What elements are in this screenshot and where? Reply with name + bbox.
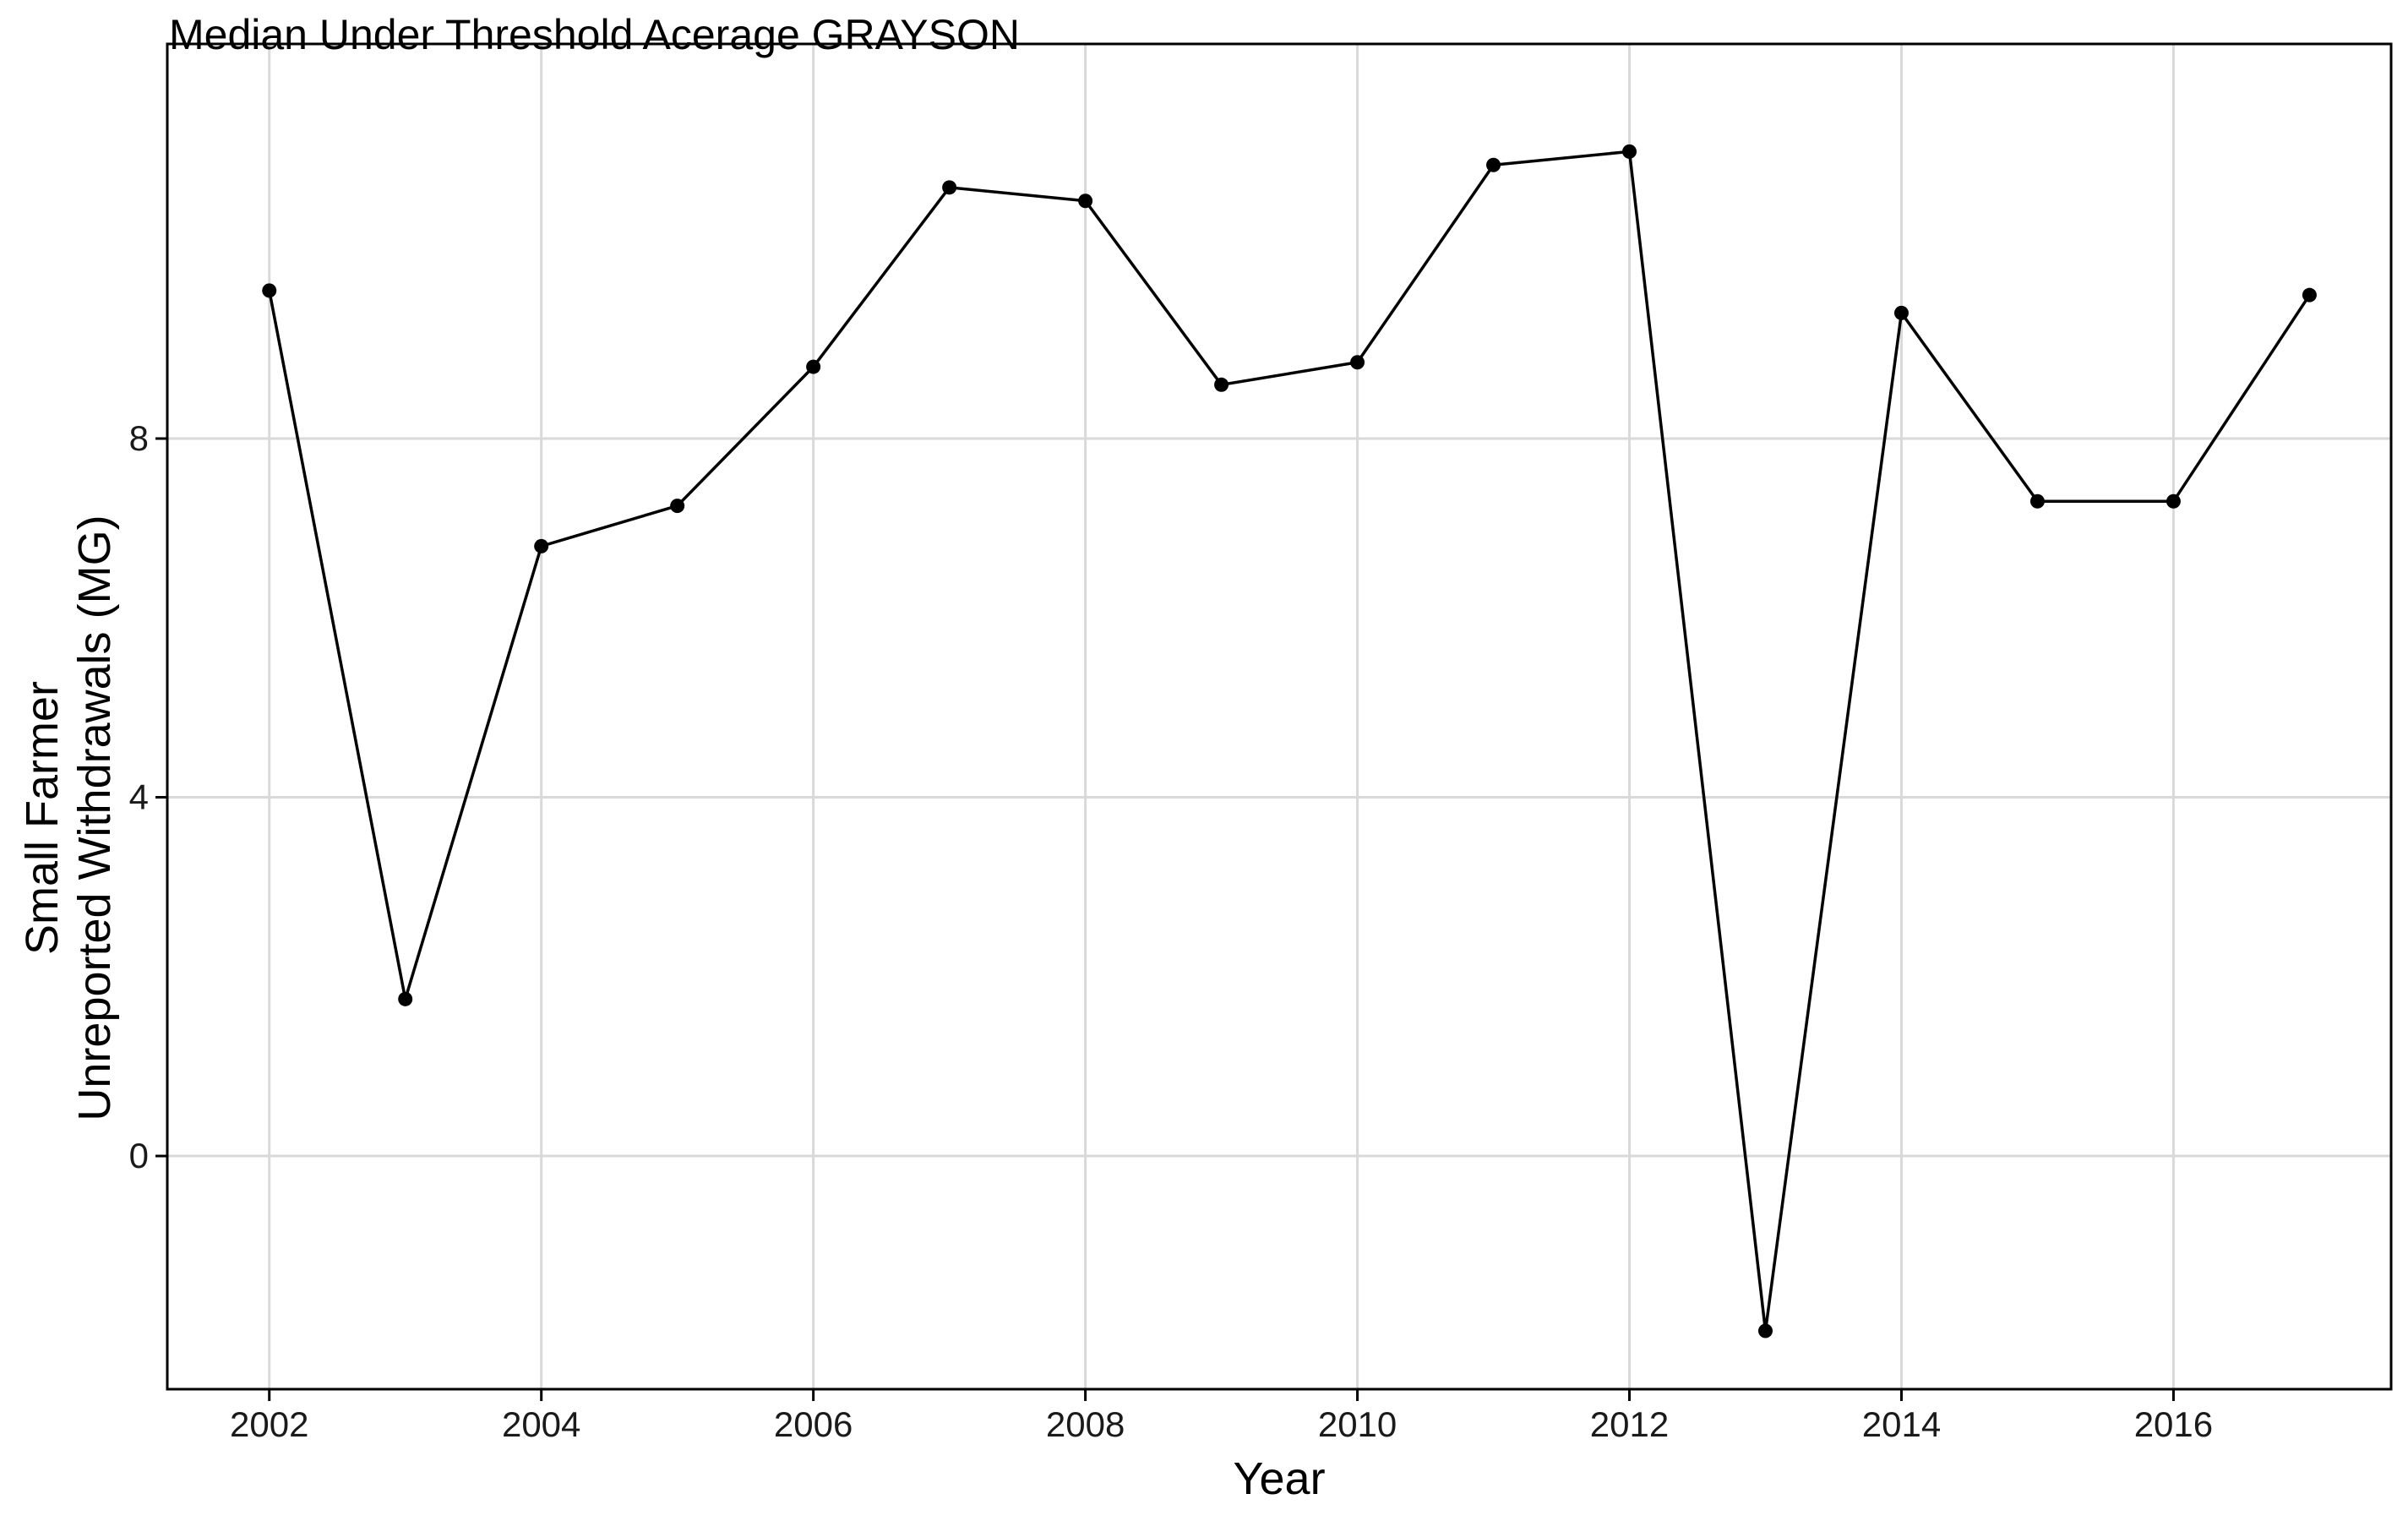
x-tick-label-2014: 2014	[1862, 1404, 1941, 1444]
x-tick-label-2010: 2010	[1318, 1404, 1397, 1444]
y-axis-title: Small Farmer Unreported Withdrawals (MG)	[17, 515, 120, 1120]
x-tick-label-2016: 2016	[2134, 1404, 2213, 1444]
y-axis-title-line-1: Small Farmer	[17, 681, 68, 955]
y-axis-title-line-2: Unreported Withdrawals (MG)	[69, 515, 120, 1120]
data-point-2014	[1893, 305, 1909, 320]
y-tick-label-4: 4	[129, 777, 149, 817]
data-point-2009	[1214, 377, 1229, 392]
data-point-2007	[942, 180, 957, 195]
data-point-2006	[806, 359, 821, 374]
x-tick-label-2006: 2006	[774, 1404, 853, 1444]
series-line	[268, 150, 2311, 1332]
data-point-2008	[1078, 194, 1093, 209]
data-point-2017	[2302, 287, 2317, 303]
data-point-2002	[262, 283, 277, 298]
data-point-2011	[1486, 157, 1501, 172]
data-point-2016	[2166, 493, 2181, 509]
y-tick-label-0: 0	[129, 1136, 149, 1175]
x-tick-label-2012: 2012	[1590, 1404, 1669, 1444]
data-point-2015	[2029, 493, 2045, 509]
x-axis-title: Year	[1233, 1453, 1325, 1504]
x-tick-label-2004: 2004	[502, 1404, 580, 1444]
plot-panel-border	[166, 42, 2393, 1391]
y-tick-label-8: 8	[129, 418, 149, 458]
data-point-2003	[398, 991, 413, 1006]
x-tick-label-2008: 2008	[1046, 1404, 1125, 1444]
series-layer	[262, 144, 2317, 1338]
grid	[167, 44, 2391, 1389]
data-point-2013	[1757, 1323, 1773, 1338]
axis-ticks: 2002 2004 2006 2008 2010 2012 2014 2016 0 4 8	[129, 418, 2214, 1444]
data-point-2010	[1350, 355, 1365, 370]
chart-title: Median Under Threshold Acerage GRAYSON	[169, 11, 1020, 58]
data-point-2012	[1622, 144, 1637, 159]
data-point-2005	[670, 499, 685, 514]
x-tick-label-2002: 2002	[230, 1404, 308, 1444]
data-point-2004	[534, 538, 549, 553]
